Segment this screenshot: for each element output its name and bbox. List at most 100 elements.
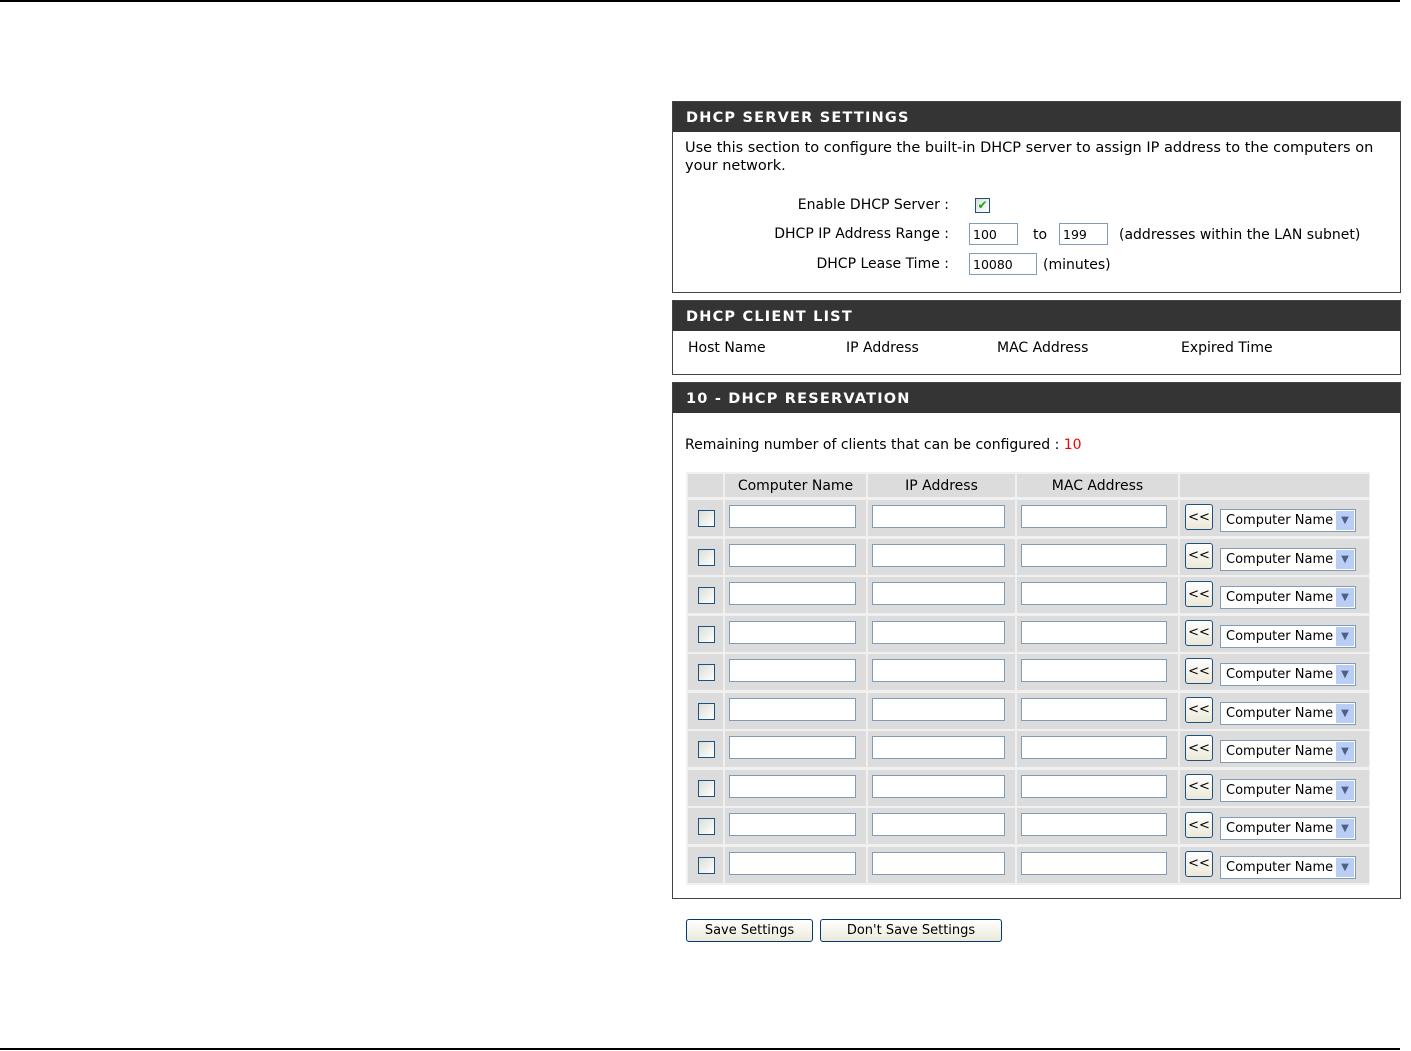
computer-name-input[interactable] xyxy=(729,582,856,605)
remaining-clients: Remaining number of clients that can be … xyxy=(685,437,1082,453)
th-computer-name: Computer Name xyxy=(725,474,866,497)
mac-address-input[interactable] xyxy=(1021,774,1167,798)
row-enable-checkbox[interactable] xyxy=(698,625,715,643)
select-value: Computer Name xyxy=(1226,821,1334,836)
mac-address-input[interactable] xyxy=(1021,582,1167,605)
computer-name-select[interactable]: Computer Name ▼ xyxy=(1220,586,1356,609)
chevron-down-icon: ▼ xyxy=(1336,511,1354,530)
computer-name-select[interactable]: Computer Name ▼ xyxy=(1220,701,1356,725)
chevron-down-icon: ▼ xyxy=(1336,626,1354,646)
row-enable-checkbox[interactable] xyxy=(698,818,715,835)
enable-dhcp-label: Enable DHCP Server : xyxy=(797,197,949,213)
row-enable-checkbox[interactable] xyxy=(698,702,715,720)
section-title: 10 - DHCP RESERVATION xyxy=(673,383,1400,413)
copy-button[interactable]: << xyxy=(1185,773,1213,800)
computer-name-select[interactable]: Computer Name ▼ xyxy=(1220,778,1356,802)
row-enable-checkbox[interactable] xyxy=(698,587,715,604)
select-value: Computer Name xyxy=(1226,859,1334,875)
copy-button[interactable]: << xyxy=(1185,504,1213,530)
select-value: Computer Name xyxy=(1226,628,1334,644)
computer-name-select[interactable]: Computer Name ▼ xyxy=(1220,547,1356,571)
chevron-down-icon: ▼ xyxy=(1336,742,1354,761)
section-title: DHCP CLIENT LIST xyxy=(673,301,1400,331)
copy-button[interactable]: << xyxy=(1185,696,1213,723)
enable-dhcp-checkbox[interactable]: ✔ xyxy=(975,198,990,213)
computer-name-input[interactable] xyxy=(729,697,856,721)
mac-address-input[interactable] xyxy=(1021,659,1167,682)
lease-unit: (minutes) xyxy=(1043,257,1111,273)
copy-button[interactable]: << xyxy=(1185,581,1213,607)
chevron-down-icon: ▼ xyxy=(1336,549,1354,569)
computer-name-input[interactable] xyxy=(729,736,856,759)
copy-button[interactable]: << xyxy=(1185,619,1213,646)
select-value: Computer Name xyxy=(1226,667,1334,682)
row-enable-checkbox[interactable] xyxy=(698,741,715,758)
col-mac-address: MAC Address xyxy=(997,340,1089,356)
computer-name-select[interactable]: Computer Name ▼ xyxy=(1220,509,1356,532)
row-enable-checkbox[interactable] xyxy=(698,856,715,874)
mac-address-input[interactable] xyxy=(1021,697,1167,721)
copy-button[interactable]: << xyxy=(1185,542,1213,569)
lease-time-input[interactable] xyxy=(969,253,1037,275)
computer-name-input[interactable] xyxy=(729,543,856,567)
computer-name-select[interactable]: Computer Name ▼ xyxy=(1220,624,1356,648)
dont-save-settings-button[interactable]: Don't Save Settings xyxy=(820,919,1002,942)
ip-address-input[interactable] xyxy=(872,813,1005,836)
ip-address-input[interactable] xyxy=(872,736,1005,759)
remaining-value: 10 xyxy=(1063,437,1082,453)
ip-address-input[interactable] xyxy=(872,582,1005,605)
remaining-label: Remaining number of clients that can be … xyxy=(685,437,1060,453)
save-settings-button[interactable]: Save Settings xyxy=(686,919,813,942)
computer-name-select[interactable]: Computer Name ▼ xyxy=(1220,663,1356,686)
computer-name-select[interactable]: Computer Name ▼ xyxy=(1220,817,1356,840)
select-value: Computer Name xyxy=(1226,590,1334,605)
mac-address-input[interactable] xyxy=(1021,851,1167,875)
computer-name-select[interactable]: Computer Name ▼ xyxy=(1220,740,1356,763)
mac-address-input[interactable] xyxy=(1021,505,1167,528)
computer-name-input[interactable] xyxy=(729,851,856,875)
ip-address-input[interactable] xyxy=(872,774,1005,798)
th-ip-address: IP Address xyxy=(868,474,1015,497)
col-host-name: Host Name xyxy=(688,340,766,356)
computer-name-input[interactable] xyxy=(729,659,856,682)
copy-button[interactable]: << xyxy=(1185,735,1213,761)
ip-address-input[interactable] xyxy=(872,505,1005,528)
computer-name-input[interactable] xyxy=(729,774,856,798)
computer-name-input[interactable] xyxy=(729,620,856,644)
row-enable-checkbox[interactable] xyxy=(698,510,715,527)
mac-address-input[interactable] xyxy=(1021,736,1167,759)
section-title: DHCP SERVER SETTINGS xyxy=(673,102,1400,132)
ip-address-input[interactable] xyxy=(872,851,1005,875)
copy-button[interactable]: << xyxy=(1185,812,1213,838)
select-value: Computer Name xyxy=(1226,782,1334,798)
section-description: Use this section to configure the built-… xyxy=(685,140,1374,174)
range-start-input[interactable] xyxy=(969,223,1018,245)
chevron-down-icon: ▼ xyxy=(1336,857,1354,877)
copy-button[interactable]: << xyxy=(1185,658,1213,684)
row-enable-checkbox[interactable] xyxy=(698,664,715,681)
lease-time-label: DHCP Lease Time : xyxy=(816,256,949,272)
computer-name-input[interactable] xyxy=(729,813,856,836)
top-rule xyxy=(0,0,1400,2)
copy-button[interactable]: << xyxy=(1185,850,1213,877)
computer-name-select[interactable]: Computer Name ▼ xyxy=(1220,855,1356,879)
dhcp-client-list-panel: DHCP CLIENT LIST Host Name IP Address MA… xyxy=(672,300,1401,375)
th-mac-address: MAC Address xyxy=(1017,474,1178,497)
select-value: Computer Name xyxy=(1226,744,1334,759)
chevron-down-icon: ▼ xyxy=(1336,665,1354,684)
ip-address-input[interactable] xyxy=(872,659,1005,682)
ip-address-input[interactable] xyxy=(872,620,1005,644)
mac-address-input[interactable] xyxy=(1021,620,1167,644)
th-select xyxy=(688,474,723,497)
ip-address-input[interactable] xyxy=(872,697,1005,721)
mac-address-input[interactable] xyxy=(1021,813,1167,836)
bottom-rule xyxy=(0,1048,1400,1050)
select-value: Computer Name xyxy=(1226,705,1334,721)
computer-name-input[interactable] xyxy=(729,505,856,528)
row-enable-checkbox[interactable] xyxy=(698,548,715,566)
ip-address-input[interactable] xyxy=(872,543,1005,567)
mac-address-input[interactable] xyxy=(1021,543,1167,567)
row-enable-checkbox[interactable] xyxy=(698,779,715,797)
select-value: Computer Name xyxy=(1226,513,1334,528)
range-end-input[interactable] xyxy=(1059,223,1108,245)
